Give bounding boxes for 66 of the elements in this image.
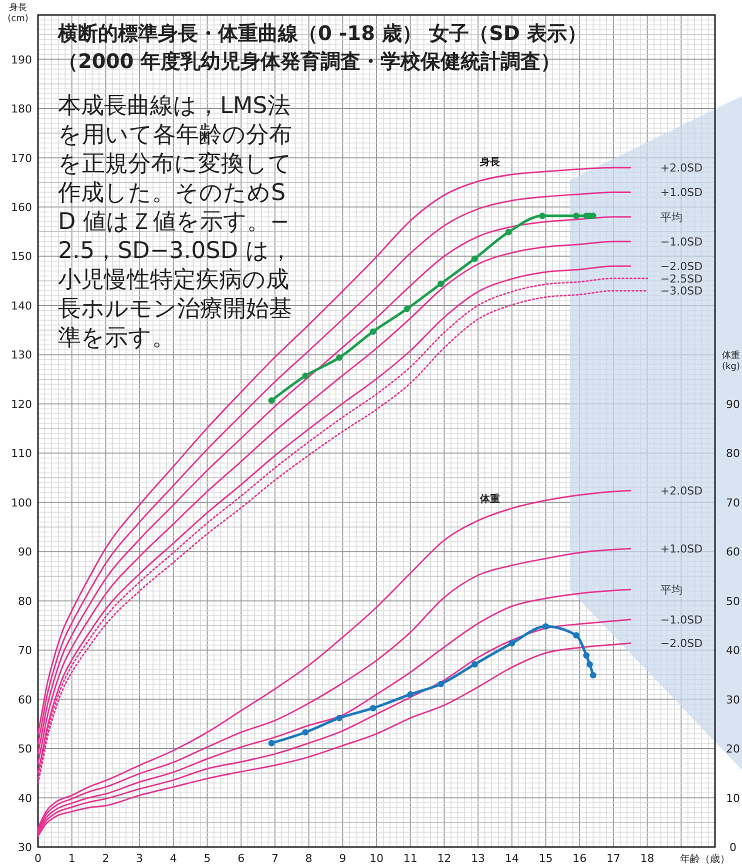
- chart-title: 横断的標準身長・体重曲線（0 -18 歳） 女子（SD 表示）: [57, 21, 587, 45]
- x-tick-label: 13: [471, 852, 486, 865]
- y-tick-label: 140: [11, 299, 32, 312]
- x-tick-label: 16: [572, 852, 587, 865]
- x-tick-label: 14: [504, 852, 519, 865]
- y2-tick-label: 50: [726, 594, 740, 608]
- x-tick-label: 5: [204, 852, 211, 865]
- y2-tick-label: 70: [726, 496, 740, 510]
- y-tick-label: 70: [18, 644, 32, 658]
- y-tick-label: 50: [18, 742, 32, 756]
- text: +1.0SD: [660, 186, 703, 200]
- y-tick-label: 110: [11, 447, 32, 460]
- y-tick-label: 90: [18, 546, 32, 559]
- x-tick-label: 3: [136, 852, 144, 865]
- text: −2.0SD: [660, 260, 703, 274]
- y-tick-label: 190: [11, 53, 32, 66]
- y2-tick-label: 90: [726, 398, 740, 411]
- x-tick-label: 8: [305, 852, 312, 865]
- text: 平均: [660, 584, 682, 597]
- x-tick-label: 1: [68, 852, 76, 865]
- text: +2.0SD: [660, 162, 703, 175]
- y2-tick-label: 40: [726, 644, 740, 658]
- x-tick-label: 7: [271, 852, 278, 865]
- x-tick-label: 18: [640, 852, 654, 865]
- x-tick-label: 9: [339, 852, 346, 865]
- y2-tick-label: 80: [726, 447, 740, 460]
- y2-tick-label: 60: [726, 546, 740, 559]
- y-tick-label: 130: [11, 348, 32, 362]
- y-tick-label: 100: [11, 496, 32, 510]
- text: 本成長曲線は，LMS法を用いて各年齢の分布を正規分布に変換して作成した。そのためSD 値はＺ値を示す。−2.5，SD−3.0SD は，小児慢性特定疾病の成長ホルモン治療開始基準を示す。: [58, 93, 292, 351]
- annotation: 身長: [479, 156, 500, 168]
- y-tick-label: 170: [11, 152, 32, 165]
- y2-tick-label: 20: [726, 742, 740, 756]
- y-tick-label: 150: [11, 250, 32, 264]
- text: （2000 年度乳幼児身体発育調査・学校保健統計調査）: [58, 49, 561, 73]
- text: −2.0SD: [660, 637, 703, 650]
- x-tick-label: 6: [238, 852, 245, 865]
- text: +1.0SD: [660, 542, 703, 556]
- x-tick-label: 11: [403, 852, 418, 865]
- series-label: −3.0SD: [660, 284, 703, 298]
- y-tick-label: 80: [18, 594, 32, 608]
- y-tick-label: 60: [18, 693, 32, 706]
- x-tick-label: 12: [437, 852, 452, 865]
- y-tick-label: 30: [18, 841, 32, 854]
- y2-axis-title: 体重(kg): [722, 350, 740, 372]
- x-tick-label: 10: [370, 852, 384, 865]
- y-tick-label: 160: [11, 201, 32, 214]
- text: 平均: [660, 210, 682, 224]
- y2-tick-label: 30: [726, 693, 740, 706]
- x-tick-label: 0: [34, 852, 42, 865]
- y-tick-label: 180: [11, 102, 32, 116]
- x-axis-title: 年齢（歳）: [680, 853, 730, 865]
- x-tick-label: 15: [538, 852, 553, 865]
- x-tick-label: 2: [102, 852, 110, 865]
- text: −1.0SD: [660, 235, 703, 248]
- y2-tick-label: 10: [726, 792, 740, 805]
- y-tick-label: 40: [18, 792, 32, 805]
- y-axis-title: 身長(cm): [8, 2, 28, 24]
- text: +2.0SD: [660, 484, 703, 498]
- series-label: −2.5SD: [660, 272, 703, 286]
- x-tick-label: 4: [170, 852, 177, 865]
- annotation: 体重: [479, 493, 500, 505]
- y2-tick-label: 0: [730, 841, 736, 854]
- x-tick-label: 17: [606, 852, 620, 865]
- y-tick-label: 120: [11, 398, 32, 411]
- text: −1.0SD: [660, 614, 703, 627]
